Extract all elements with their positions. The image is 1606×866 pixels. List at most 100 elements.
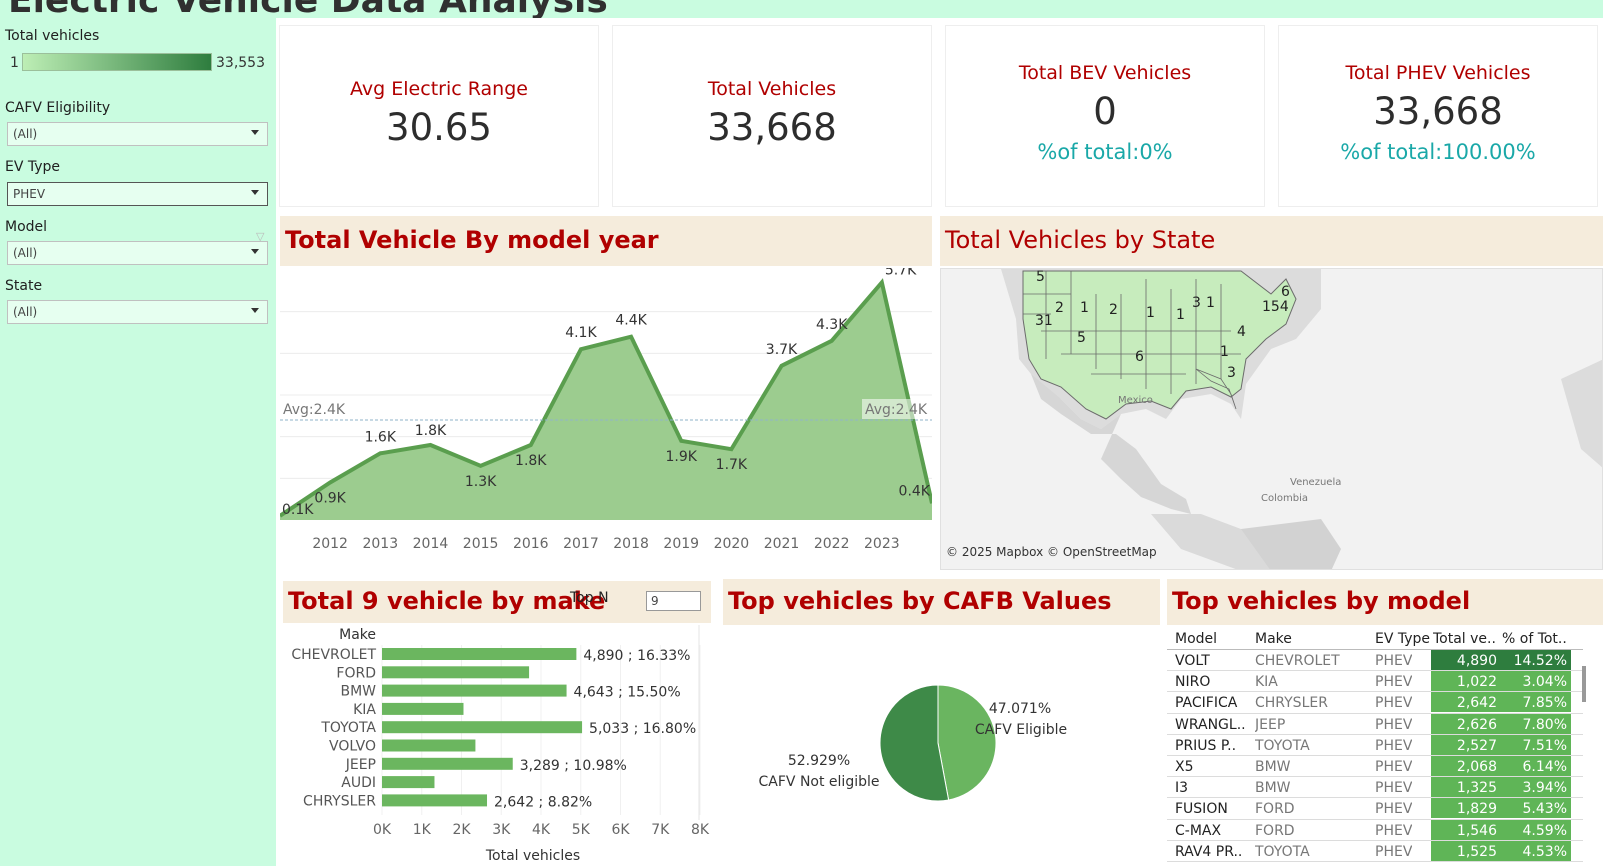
cell-total: 2,642 [1431,692,1501,713]
cell-model: VOLT [1175,653,1210,669]
cell-model: PRIUS P.. [1175,737,1237,754]
model-table: Model Make EV Type Total ve.. % of Tot.. VOLT… [1167,628,1583,862]
data-label: 3.7K [766,342,798,358]
cell-make: CHRYSLER [1255,695,1328,712]
series-line [280,278,932,518]
map-attribution: © 2025 Mapbox © OpenStreetMap [946,545,1157,559]
bar [382,702,464,715]
legend-max: 33,553 [216,55,265,71]
cell-ev-type: PHEV [1375,695,1413,712]
section-title: Top vehicles by model [1172,587,1471,615]
data-label: 4.3K [816,317,848,333]
x-tick-label: 0K [373,822,392,838]
cafv-eligibility-dropdown[interactable]: (All) [7,122,268,146]
table-scrollbar[interactable] [1582,666,1586,702]
kpi-total-bev: Total BEV Vehicles 0 %of total:0% [946,26,1264,206]
cell-percent: 4.53% [1501,840,1571,861]
kpi-total-phev: Total PHEV Vehicles 33,668 %of total:100… [1279,26,1597,206]
kpi-title: Total PHEV Vehicles [1345,62,1531,84]
dashboard-title: Electric Vehicle Data Analysis [8,0,608,18]
filter-funnel-icon[interactable]: ▽ [256,230,265,243]
map-state-label: 6 [1281,284,1290,300]
x-tick-label: 2015 [463,536,499,552]
kpi-value: 30.65 [386,106,492,149]
slice-value-label: 52.929% [788,753,850,769]
cell-percent: 3.04% [1501,671,1571,692]
x-tick-label: 2021 [764,536,800,552]
table-row: PRIUS P.. TOYOTA PHEV 2,527 7.51% [1167,734,1583,756]
kpi-percent: %of total:100.00% [1340,140,1536,164]
pie-chart-cafv: 47.071% CAFV Eligible 52.929% CAFV Not elig… [759,684,1067,802]
cell-ev-type: PHEV [1375,674,1413,691]
slice-name-label: CAFV Not eligible [759,774,880,790]
map-state-label: 1 [1146,305,1155,321]
cell-make: CHEVROLET [1255,653,1340,669]
cell-ev-type: PHEV [1375,758,1413,775]
cell-percent: 3.94% [1501,777,1571,798]
section-header-state: Total Vehicles by State [940,216,1603,266]
cell-total: 1,525 [1431,840,1501,861]
cell-make: FORD [1255,801,1295,818]
cell-ev-type: PHEV [1375,801,1413,818]
cell-model: WRANGL.. [1175,716,1246,733]
category-label: CHEVROLET [291,647,376,663]
map-state-label: 1 [1176,307,1185,323]
bar [382,666,530,679]
cell-total: 1,325 [1431,777,1501,798]
data-label: 1.9K [666,449,698,465]
table-row: I3 BMW PHEV 1,325 3.94% [1167,777,1583,799]
x-tick-label: 5K [572,822,591,838]
cell-model: X5 [1175,758,1194,775]
bar-value-label: 4,643 ; 15.50% [574,685,681,701]
chevron-down-icon [251,130,259,135]
legend-label: Total vehicles [5,28,100,44]
topn-input[interactable]: 9 [646,591,701,611]
bar [382,757,513,770]
table-row: RAV4 PR.. TOYOTA PHEV 1,525 4.53% [1167,840,1583,862]
cell-make: BMW [1255,758,1291,775]
table-row: VOLT CHEVROLET PHEV 4,890 14.52% [1167,650,1583,672]
cell-model: C-MAX [1175,822,1222,839]
map-state-label: 2 [1055,300,1064,316]
topn-label: Top N [570,590,609,606]
map-state-label: 1 [1080,300,1089,316]
bar-value-label: 4,890 ; 16.33% [583,648,690,664]
state-dropdown[interactable]: (All) [7,300,268,324]
data-label: 4.1K [565,325,597,341]
cell-percent: 14.52% [1501,650,1571,670]
slice-value-label: 47.071% [989,701,1051,717]
kpi-total-vehicles: Total Vehicles 33,668 [613,26,931,206]
data-label: 0.9K [314,491,346,507]
chevron-down-icon [251,308,259,313]
data-label: 1.3K [465,474,497,490]
cell-model: NIRO [1175,674,1211,691]
cell-percent: 5.43% [1501,798,1571,819]
model-dropdown[interactable]: (All) [7,241,268,265]
table-row: WRANGL.. JEEP PHEV 2,626 7.80% [1167,713,1583,735]
bar [382,684,567,697]
bar [382,721,583,734]
cell-make: FORD [1255,822,1295,839]
map-state-label: 2 [1109,302,1118,318]
category-label: VOLVO [329,739,376,755]
bar-value-label: 5,033 ; 16.80% [589,721,696,737]
kpi-title: Total Vehicles [707,78,837,100]
x-tick-label: 2018 [613,536,649,552]
data-label: 1.8K [515,453,547,469]
ev-type-value: PHEV [13,187,46,201]
cell-total: 1,546 [1431,819,1501,840]
filter-label-model: Model [5,219,48,235]
state-value: (All) [13,305,38,319]
model-value: (All) [13,246,38,260]
column-header: Total ve.. [1433,631,1496,647]
state-map[interactable]: 5 2 1 2 1 1 3 1 154 6 31 5 6 4 1 3 Mexic… [940,268,1603,570]
ev-type-dropdown[interactable]: PHEV [7,182,268,206]
title-bar: Electric Vehicle Data Analysis [0,0,1603,18]
x-tick-label: 6K [611,822,630,838]
kpi-value: 33,668 [707,106,837,149]
map-state-label: 31 [1035,313,1053,329]
cell-ev-type: PHEV [1375,780,1413,797]
cell-make: BMW [1255,780,1291,797]
cafv-eligibility-value: (All) [13,127,38,141]
